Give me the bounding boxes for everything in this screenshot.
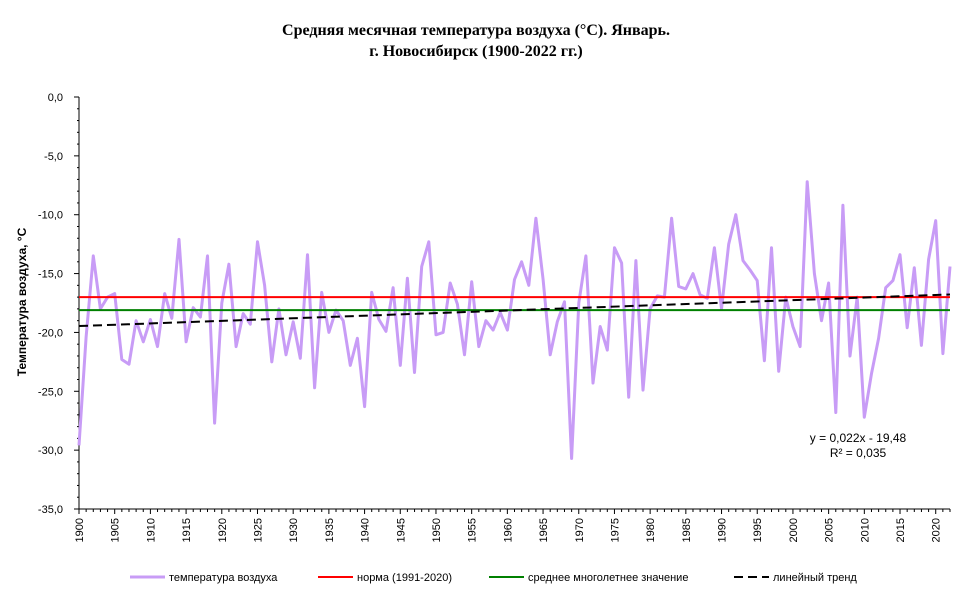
- x-tick-label: 1950: [431, 518, 443, 542]
- y-tick-label: -5,0: [44, 151, 63, 163]
- x-tick-label: 1955: [467, 518, 479, 542]
- x-tick-label: 1985: [681, 518, 693, 542]
- x-tick-label: 2005: [824, 518, 836, 542]
- plot-area: 0,0 -5,0 -10,0 -15,0 -20,0 -25,0 -30,0 -35,0 190…: [38, 92, 952, 542]
- x-tick-label: 1945: [395, 518, 407, 542]
- chart-title-line2: г. Новосибирск (1900-2022 гг.): [369, 43, 583, 60]
- temperature-series-line: [77, 180, 952, 460]
- x-tick-label: 1980: [645, 518, 657, 542]
- y-tick-label: -15,0: [38, 269, 63, 281]
- y-tick-label: -20,0: [38, 327, 63, 339]
- x-tick-label: 1995: [752, 518, 764, 542]
- x-tick-label: 1935: [324, 518, 336, 542]
- legend-label: линейный тренд: [773, 572, 857, 584]
- x-tick-label: 1900: [74, 518, 86, 542]
- x-tick-label: 1940: [360, 518, 372, 542]
- trend-line: [78, 293, 951, 328]
- legend-label: среднее многолетнее значение: [528, 572, 688, 584]
- x-tick-label: 1990: [717, 518, 729, 542]
- trend-equation: y = 0,022x - 19,48: [810, 431, 907, 445]
- legend-label: температура воздуха: [169, 572, 278, 584]
- x-tick-label: 1920: [217, 518, 229, 542]
- x-tick-label: 1915: [181, 518, 193, 542]
- legend-label: норма (1991-2020): [357, 572, 452, 584]
- x-tick-label: 1910: [145, 518, 157, 542]
- y-tick-label: -25,0: [38, 386, 63, 398]
- x-tick-label: 1975: [609, 518, 621, 542]
- y-tick-label: -10,0: [38, 210, 63, 222]
- legend: температура воздуха норма (1991-2020) сред…: [130, 572, 857, 584]
- x-tick-label: 1925: [252, 518, 264, 542]
- x-tick-label: 1965: [538, 518, 550, 542]
- x-tick-label: 1905: [110, 518, 122, 542]
- chart-title-line1: Средняя месячная температура воздуха (°С…: [282, 22, 670, 39]
- y-axis-label: Температура воздуха, °С: [15, 227, 29, 376]
- x-tick-label: 2000: [788, 518, 800, 542]
- x-tick-label: 2010: [859, 518, 871, 542]
- x-tick-label: 1930: [288, 518, 300, 542]
- x-tick-label: 2015: [895, 518, 907, 542]
- y-tick-label: -30,0: [38, 445, 63, 457]
- trend-r-squared: R² = 0,035: [830, 446, 887, 460]
- x-tick-label: 1970: [574, 518, 586, 542]
- x-tick-label: 2020: [931, 518, 943, 542]
- y-tick-label: 0,0: [48, 92, 63, 104]
- y-tick-label: -35,0: [38, 504, 63, 516]
- x-tick-label: 1960: [502, 518, 514, 542]
